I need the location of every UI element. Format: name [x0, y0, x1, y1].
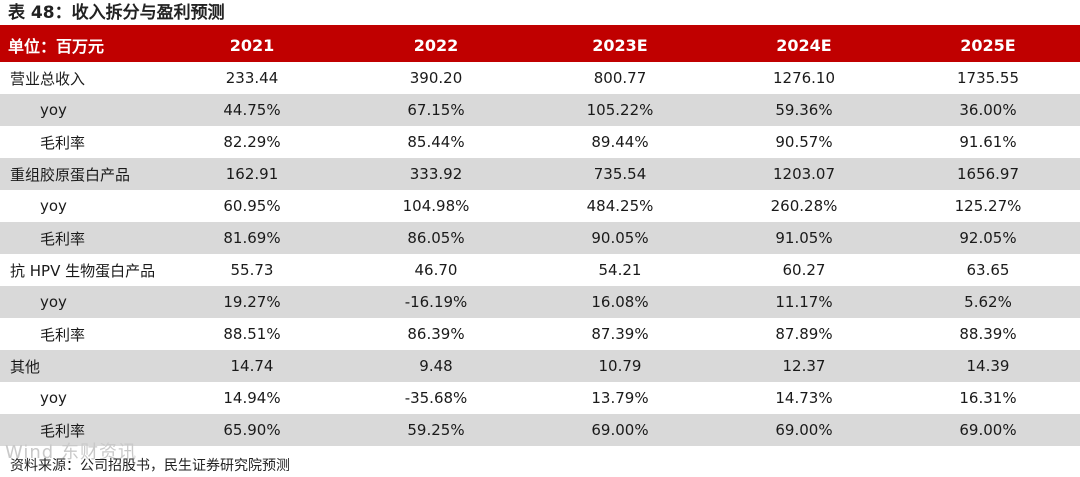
- table-cell: 11.17%: [775, 293, 833, 311]
- table-row: 抗 HPV 生物蛋白产品 55.73 46.70 54.21 60.27 63.65: [0, 254, 1080, 286]
- table-cell: 54.21: [598, 261, 642, 279]
- table-cell: 36.00%: [959, 101, 1017, 119]
- table-cell: 87.89%: [775, 325, 833, 343]
- row-label: yoy: [40, 389, 67, 407]
- table-cell: 105.22%: [586, 101, 654, 119]
- table-cell: 104.98%: [402, 197, 470, 215]
- row-label: 抗 HPV 生物蛋白产品: [10, 261, 156, 280]
- table-cell: 63.65: [966, 261, 1010, 279]
- footer: Wind 东财资讯 资料来源：公司招股书，民生证券研究院预测: [0, 442, 1080, 477]
- table-cell: 90.57%: [775, 133, 833, 151]
- row-label: 毛利率: [40, 421, 86, 440]
- row-label: 其他: [10, 357, 41, 376]
- table-cell: 14.39: [966, 357, 1010, 375]
- table-cell: 92.05%: [959, 229, 1017, 247]
- table-cell: 91.61%: [959, 133, 1017, 151]
- table-row: yoy 19.27% -16.19% 16.08% 11.17% 5.62%: [0, 286, 1080, 318]
- table-cell: 89.44%: [591, 133, 649, 151]
- table-cell: 125.27%: [954, 197, 1022, 215]
- table-row: 毛利率 82.29% 85.44% 89.44% 90.57% 91.61%: [0, 126, 1080, 158]
- table-cell: -35.68%: [404, 389, 468, 407]
- table-cell: 82.29%: [223, 133, 281, 151]
- table-cell: 88.51%: [223, 325, 281, 343]
- row-label: yoy: [40, 197, 67, 215]
- header-2025e: 2025E: [960, 35, 1016, 55]
- table-title: 表 48：收入拆分与盈利预测: [0, 0, 1080, 28]
- table-row: 重组胶原蛋白产品 162.91 333.92 735.54 1203.07 1656.97: [0, 158, 1080, 190]
- table-row: yoy 60.95% 104.98% 484.25% 260.28% 125.27%: [0, 190, 1080, 222]
- table-cell: 10.79: [598, 357, 642, 375]
- table-cell: -16.19%: [404, 293, 468, 311]
- header-unit: 单位：百万元: [8, 37, 105, 56]
- table-cell: 69.00%: [591, 421, 649, 439]
- row-label: 毛利率: [40, 325, 86, 344]
- table-cell: 1735.55: [956, 69, 1020, 87]
- table-cell: 16.08%: [591, 293, 649, 311]
- table-cell: 60.95%: [223, 197, 281, 215]
- source-note: 资料来源：公司招股书，民生证券研究院预测: [10, 458, 290, 474]
- table-cell: 81.69%: [223, 229, 281, 247]
- table-row: 毛利率 88.51% 86.39% 87.39% 87.89% 88.39%: [0, 318, 1080, 350]
- table-row: yoy 14.94% -35.68% 13.79% 14.73% 16.31%: [0, 382, 1080, 414]
- row-label: yoy: [40, 293, 67, 311]
- table-cell: 69.00%: [959, 421, 1017, 439]
- table-cell: 59.36%: [775, 101, 833, 119]
- table-cell: 46.70: [414, 261, 458, 279]
- header-2022: 2022: [413, 35, 459, 55]
- table-cell: 55.73: [230, 261, 274, 279]
- table-cell: 65.90%: [223, 421, 281, 439]
- header-2023e: 2023E: [592, 35, 648, 55]
- table-cell: 14.74: [230, 357, 274, 375]
- header-2021: 2021: [229, 35, 275, 55]
- table-cell: 390.20: [409, 69, 463, 87]
- table-row: 营业总收入 233.44 390.20 800.77 1276.10 1735.55: [0, 62, 1080, 94]
- row-label: 毛利率: [40, 133, 86, 152]
- table-cell: 90.05%: [591, 229, 649, 247]
- table-cell: 233.44: [225, 69, 279, 87]
- table-cell: 85.44%: [407, 133, 465, 151]
- table-cell: 1203.07: [772, 165, 836, 183]
- table-cell: 1656.97: [956, 165, 1020, 183]
- table-cell: 14.73%: [775, 389, 833, 407]
- table-cell: 260.28%: [770, 197, 838, 215]
- table-cell: 67.15%: [407, 101, 465, 119]
- table-cell: 86.39%: [407, 325, 465, 343]
- table-cell: 12.37: [782, 357, 826, 375]
- table-header-row: 单位：百万元 2021 2022 2023E 2024E 2025E: [0, 28, 1080, 62]
- table-cell: 86.05%: [407, 229, 465, 247]
- table-cell: 60.27: [782, 261, 826, 279]
- table-cell: 87.39%: [591, 325, 649, 343]
- table-cell: 69.00%: [775, 421, 833, 439]
- table-cell: 13.79%: [591, 389, 649, 407]
- table-cell: 14.94%: [223, 389, 281, 407]
- table-row: 其他 14.74 9.48 10.79 12.37 14.39: [0, 350, 1080, 382]
- row-label: 重组胶原蛋白产品: [10, 165, 131, 184]
- table-cell: 16.31%: [959, 389, 1017, 407]
- table-cell: 735.54: [593, 165, 647, 183]
- table-cell: 5.62%: [964, 293, 1012, 311]
- table-cell: 800.77: [593, 69, 647, 87]
- row-label: yoy: [40, 101, 67, 119]
- table-cell: 9.48: [419, 357, 453, 375]
- table-cell: 484.25%: [586, 197, 654, 215]
- header-2024e: 2024E: [776, 35, 832, 55]
- table-row: 毛利率 65.90% 59.25% 69.00% 69.00% 69.00%: [0, 414, 1080, 446]
- row-label: 营业总收入: [10, 69, 86, 88]
- table-cell: 44.75%: [223, 101, 281, 119]
- table-cell: 91.05%: [775, 229, 833, 247]
- table-row: yoy 44.75% 67.15% 105.22% 59.36% 36.00%: [0, 94, 1080, 126]
- table-body: 营业总收入 233.44 390.20 800.77 1276.10 1735.55 yoy…: [0, 62, 1080, 446]
- table-row: 毛利率 81.69% 86.05% 90.05% 91.05% 92.05%: [0, 222, 1080, 254]
- table-cell: 162.91: [225, 165, 279, 183]
- table-cell: 1276.10: [772, 69, 836, 87]
- table-cell: 88.39%: [959, 325, 1017, 343]
- table-cell: 59.25%: [407, 421, 465, 439]
- watermark: Wind 东财资讯: [5, 442, 137, 463]
- table-cell: 333.92: [409, 165, 463, 183]
- forecast-table: 单位：百万元 2021 2022 2023E 2024E 2025E 营业总收入…: [0, 28, 1080, 446]
- table-cell: 19.27%: [223, 293, 281, 311]
- row-label: 毛利率: [40, 229, 86, 248]
